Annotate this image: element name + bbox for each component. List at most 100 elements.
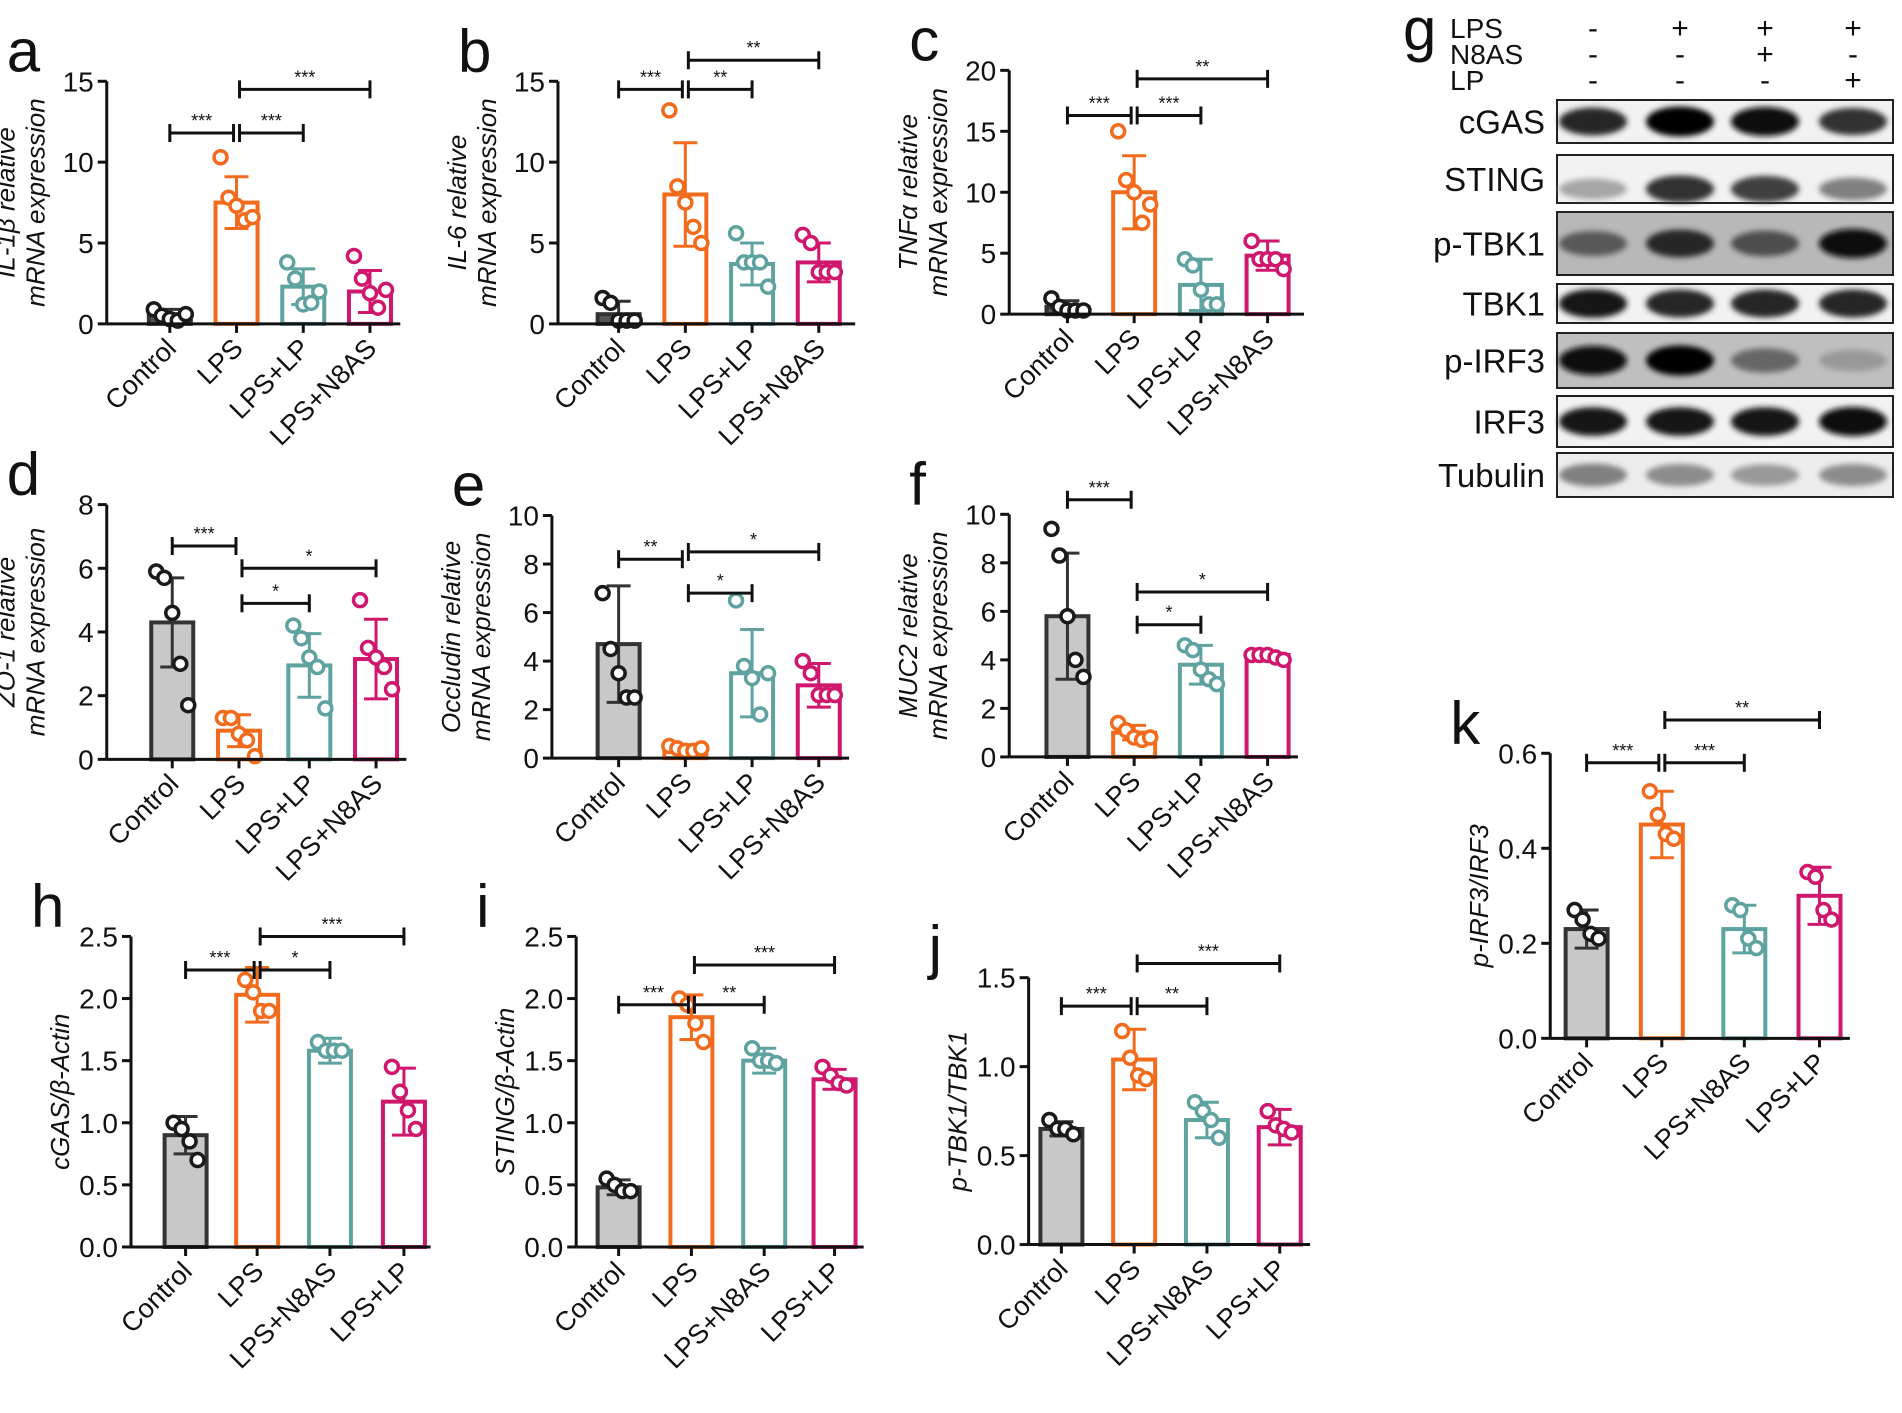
protein-label: p-TBK1: [1433, 226, 1545, 263]
data-point: [293, 630, 310, 647]
data-point: [228, 197, 245, 215]
bar: [306, 1048, 353, 1249]
data-point: [171, 655, 189, 673]
data-point: [1208, 296, 1226, 313]
treatment-sign: +: [1844, 12, 1862, 45]
y-axis-label: p-TBK1/TBK1: [943, 1031, 973, 1192]
significance-label: *: [305, 546, 312, 566]
y-tick-label: 10: [965, 499, 996, 530]
protein-label: IRF3: [1473, 404, 1545, 441]
y-axis-label: mRNA expression: [21, 528, 51, 737]
data-point: [759, 278, 777, 295]
chart-panel-b: b IL-6 relative mRNA expression 0 5 10 15 Contr…: [442, 17, 856, 451]
protein-band: [1646, 106, 1714, 137]
significance-label: ***: [643, 983, 664, 1003]
data-point: [1125, 184, 1143, 201]
data-point: [751, 706, 769, 723]
data-point: [1051, 547, 1068, 564]
x-tick-label: Control: [548, 333, 631, 416]
protein-band: [1731, 106, 1799, 137]
y-tick-label: 0.4: [1498, 833, 1537, 864]
data-point: [177, 305, 195, 323]
chart-panel-i: i STING/β-Actin 0.0 0.5 1.0 1.5 2.0 2.5 Control L…: [476, 872, 864, 1374]
data-point: [1748, 939, 1765, 957]
y-tick-label: 0.0: [977, 1230, 1016, 1261]
y-axis-label: mRNA expression: [923, 531, 953, 740]
x-tick-label: Control: [99, 333, 182, 416]
treatment-sign: -: [1760, 64, 1770, 97]
x-tick-label: Control: [548, 767, 631, 850]
panel-label: e: [452, 452, 485, 519]
significance-label: ***: [322, 914, 343, 934]
treatment-label: N8AS: [1450, 39, 1523, 70]
data-point: [244, 208, 261, 226]
y-tick-label: 2: [523, 695, 539, 726]
y-tick-label: 10: [508, 501, 539, 532]
treatment-sign: +: [1671, 12, 1689, 45]
y-tick-label: 0: [523, 743, 539, 774]
y-axis-label: MUC2 relative: [893, 553, 923, 718]
data-point: [333, 1042, 351, 1059]
data-point: [1133, 214, 1151, 231]
panel-label: f: [909, 450, 926, 517]
y-tick-label: 0.0: [524, 1232, 563, 1263]
y-axis-label: STING/β-Actin: [490, 1008, 520, 1176]
y-axis-label: mRNA expression: [21, 98, 51, 307]
chart-panel-f: f MUC2 relative mRNA expression 0 2 4 6 8 10 Cont…: [893, 450, 1298, 884]
significance-label: ***: [1694, 741, 1715, 761]
significance-label: ***: [261, 111, 282, 131]
y-tick-label: 2: [981, 693, 997, 724]
panel-label: g: [1403, 0, 1436, 63]
y-axis-label: mRNA expression: [466, 533, 496, 742]
data-point: [594, 584, 611, 602]
data-point: [802, 234, 820, 252]
bar: [1256, 1125, 1303, 1247]
x-tick-label: LPS: [640, 767, 697, 824]
data-point: [383, 1058, 401, 1076]
protein-band: [1819, 463, 1887, 487]
data-point: [1113, 1022, 1131, 1040]
significance-label: ***: [209, 948, 230, 968]
protein-band: [1819, 228, 1887, 259]
x-tick-label: LPS: [1089, 766, 1146, 823]
data-point: [1574, 911, 1591, 928]
data-point: [743, 1039, 761, 1057]
data-point: [1141, 729, 1159, 746]
significance-label: ***: [1612, 741, 1633, 761]
y-tick-label: 8: [78, 490, 94, 521]
significance-label: **: [1165, 984, 1179, 1004]
panel-label: j: [927, 914, 942, 981]
treatment-sign: +: [1844, 64, 1862, 97]
x-tick-label: LPS: [191, 333, 248, 390]
data-point: [759, 664, 777, 682]
data-point: [794, 652, 812, 670]
protein-band: [1731, 464, 1799, 486]
panel-label: a: [7, 17, 41, 84]
x-tick-label: LPS: [194, 768, 251, 825]
x-tick-label: LPS+LP: [324, 1256, 416, 1348]
y-axis-label: TNFα relative: [893, 114, 923, 270]
data-point: [751, 254, 769, 271]
protein-band: [1559, 463, 1627, 487]
data-point: [1075, 668, 1092, 686]
treatment-sign: -: [1848, 38, 1858, 71]
data-point: [1649, 806, 1667, 824]
significance-label: **: [643, 537, 657, 557]
data-point: [287, 270, 304, 287]
significance-label: ***: [1089, 93, 1110, 113]
protein-label: Tubulin: [1438, 457, 1545, 494]
significance-label: ***: [1198, 941, 1219, 961]
y-axis-label: mRNA expression: [923, 88, 953, 297]
significance-label: ***: [294, 67, 315, 87]
treatment-sign: -: [1675, 38, 1685, 71]
panel-label: k: [1450, 689, 1481, 756]
data-point: [155, 569, 173, 587]
data-point: [1043, 520, 1060, 538]
data-point: [1283, 1124, 1300, 1141]
protein-label: p-IRF3: [1444, 343, 1545, 380]
data-point: [602, 294, 619, 312]
treatment-sign: -: [1588, 64, 1598, 97]
protein-band: [1559, 345, 1627, 376]
